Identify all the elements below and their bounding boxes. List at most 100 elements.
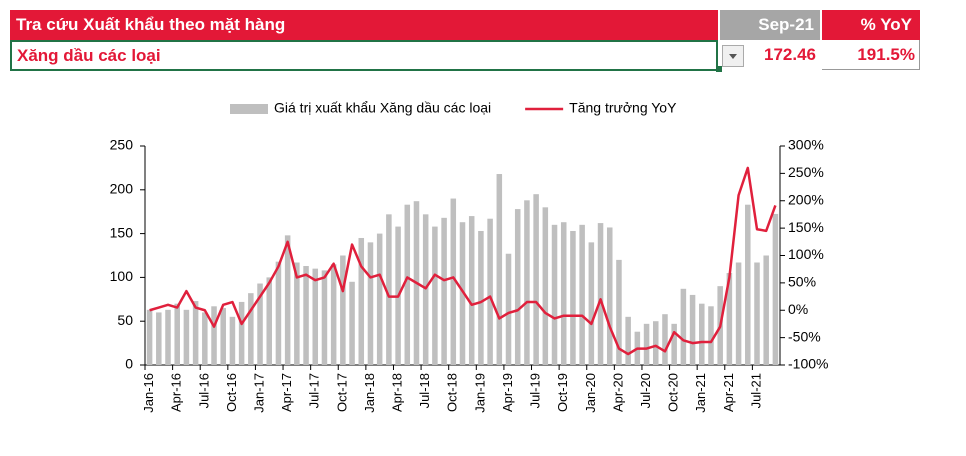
bar: [376, 233, 383, 365]
x-tick-label: Jul-20: [638, 373, 653, 408]
bar: [257, 283, 263, 365]
x-tick-label: Apr-18: [390, 373, 405, 412]
x-tick-label: Apr-19: [500, 373, 515, 412]
bar: [404, 204, 411, 365]
bar: [165, 309, 171, 365]
x-tick-label: Jul-19: [528, 373, 543, 408]
y2-tick-label: 150%: [788, 219, 824, 235]
y2-tick-label: 50%: [788, 274, 816, 290]
y-tick-label: 250: [110, 137, 134, 153]
y-tick-label: 50: [117, 312, 133, 328]
header-month: Sep-21: [720, 10, 820, 40]
bar: [386, 214, 392, 365]
bar: [689, 294, 696, 365]
dropdown-button[interactable]: [722, 45, 744, 67]
bar: [321, 270, 328, 365]
bar: [156, 312, 162, 365]
dropdown-arrow: [729, 54, 737, 59]
x-tick-label: Jan-19: [472, 373, 487, 413]
x-tick-label: Jan-18: [362, 373, 377, 413]
bar: [588, 242, 595, 365]
bar: [487, 218, 493, 365]
bar: [441, 217, 447, 365]
x-tick-label: Jul-16: [196, 373, 211, 408]
bar: [616, 259, 622, 365]
bar: [303, 266, 309, 365]
x-tick-label: Apr-16: [169, 373, 184, 412]
x-tick-label: Jan-16: [141, 373, 156, 413]
item-value: 172.46: [764, 45, 816, 64]
x-tick-label: Apr-21: [721, 373, 736, 412]
bar: [422, 214, 429, 365]
bar: [772, 213, 779, 365]
header-yoy: % YoY: [822, 10, 920, 40]
legend-swatch: [230, 104, 268, 114]
bar: [708, 306, 714, 365]
bar: [478, 230, 484, 365]
bar: [211, 306, 217, 365]
bar: [735, 262, 742, 365]
y2-tick-label: 200%: [788, 191, 824, 207]
bar: [606, 227, 613, 365]
y2-tick-label: 300%: [788, 137, 824, 153]
y2-tick-label: -100%: [788, 356, 828, 372]
header-title: Tra cứu Xuất khẩu theo mặt hàng: [10, 10, 718, 40]
bar: [699, 303, 705, 365]
y-tick-label: 150: [110, 224, 134, 240]
x-tick-label: Apr-17: [279, 373, 294, 412]
bar: [202, 312, 208, 365]
line: [149, 166, 777, 356]
bar: [560, 222, 567, 365]
bar: [496, 174, 503, 365]
bar: [468, 216, 475, 365]
item-select[interactable]: Xăng dầu các loại: [10, 40, 718, 71]
y-tick-label: 200: [110, 181, 134, 197]
bar: [505, 253, 512, 365]
bar: [349, 281, 355, 365]
x-tick-label: Jan-20: [583, 373, 598, 413]
legend-label: Tăng trưởng YoY: [569, 100, 677, 116]
x-tick-label: Jul-21: [748, 373, 763, 408]
bar: [662, 314, 668, 365]
bar: [294, 262, 300, 365]
y-tick-label: 100: [110, 268, 134, 284]
x-tick-label: Oct-18: [445, 373, 460, 412]
bar: [533, 194, 539, 365]
bar: [542, 207, 549, 365]
y2-tick-label: 0%: [788, 301, 808, 317]
x-tick-label: Oct-19: [555, 373, 570, 412]
cell-handle: [716, 66, 722, 72]
bar: [275, 261, 282, 365]
bar: [183, 309, 190, 365]
x-tick-label: Oct-16: [224, 373, 239, 412]
bar: [754, 262, 760, 365]
bar: [284, 235, 291, 365]
bar: [367, 242, 374, 365]
bar: [680, 288, 687, 365]
item-yoy: 191.5%: [822, 40, 920, 70]
y-tick-label: 0: [125, 356, 133, 372]
x-tick-label: Oct-17: [334, 373, 349, 412]
bar: [745, 204, 751, 365]
bar: [450, 198, 457, 365]
bar: [579, 224, 585, 365]
bar: [653, 321, 659, 365]
bar: [174, 303, 180, 365]
bar: [248, 293, 254, 365]
bar: [432, 226, 438, 365]
bar: [551, 224, 558, 365]
bar: [312, 268, 319, 365]
y2-tick-label: -50%: [788, 328, 821, 344]
x-tick-label: Oct-20: [666, 373, 681, 412]
bar: [358, 237, 365, 365]
bar: [524, 200, 530, 365]
x-tick-label: Apr-20: [610, 373, 625, 412]
bar: [459, 222, 466, 365]
bar: [625, 316, 631, 365]
x-tick-label: Jul-17: [307, 373, 322, 408]
bar: [726, 273, 733, 365]
bar: [220, 308, 226, 365]
bar: [597, 223, 604, 365]
